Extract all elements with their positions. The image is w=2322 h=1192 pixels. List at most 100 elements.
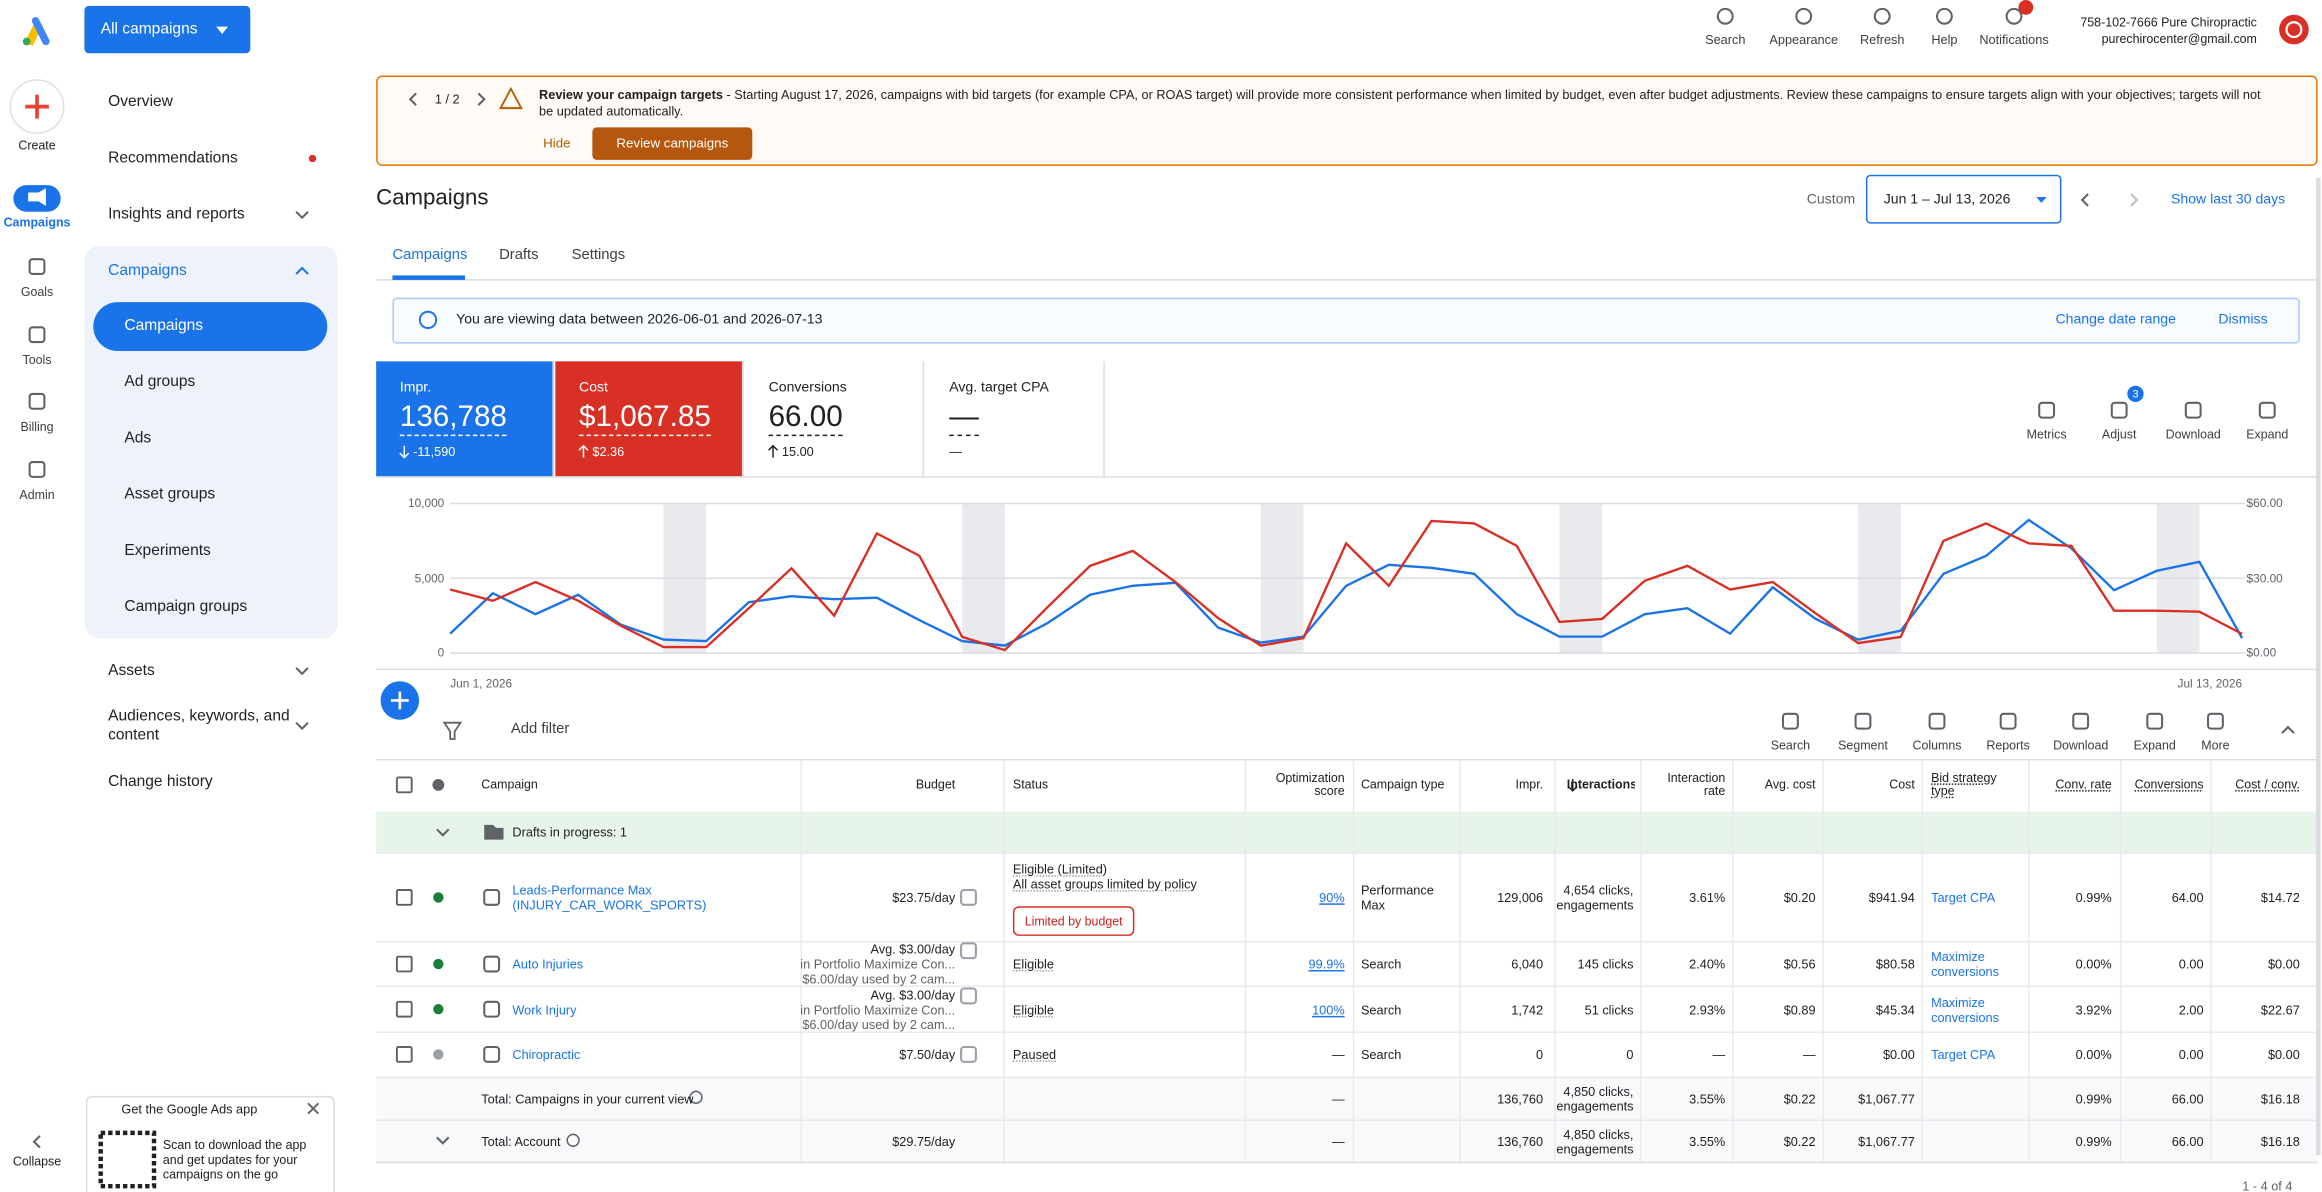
column-header[interactable]: Cost xyxy=(1889,776,1915,792)
metric-tool[interactable]: Metrics xyxy=(2026,426,2067,442)
column-header[interactable]: Bid strategy type xyxy=(1931,770,1997,799)
drafts-label[interactable]: Drafts in progress: 1 xyxy=(512,824,627,840)
metric-value: — xyxy=(949,399,979,437)
header-action[interactable]: Appearance xyxy=(1769,32,1839,48)
delta-arrow xyxy=(399,445,410,459)
rail-collapse[interactable]: Collapse xyxy=(12,1153,62,1169)
table-cell: $16.18 xyxy=(2260,1090,2300,1106)
header-action[interactable]: Notifications xyxy=(1979,32,2049,48)
column-header[interactable]: Conversions xyxy=(2134,776,2204,792)
column-header[interactable]: Avg. cost xyxy=(1764,776,1816,792)
nav-sub-item[interactable]: Ads xyxy=(124,429,152,447)
table-cell: 3.92% xyxy=(2075,1001,2112,1017)
checkbox xyxy=(395,1046,413,1063)
column-header[interactable]: Status xyxy=(1012,776,1049,792)
nav-sub-item[interactable]: Ad groups xyxy=(124,372,196,391)
nav-item[interactable]: Insights and reports xyxy=(108,205,245,224)
table-cell: 3.55% xyxy=(1689,1090,1726,1106)
date-picker[interactable] xyxy=(1865,174,2062,224)
rail-item[interactable]: Campaigns xyxy=(3,214,71,230)
header-action[interactable]: Refresh xyxy=(1859,32,1905,48)
metric-tool[interactable]: Expand xyxy=(2246,426,2289,442)
toolbar-action[interactable]: More xyxy=(2201,737,2230,753)
tab[interactable]: Campaigns xyxy=(392,247,468,264)
nav-sub-item[interactable]: Asset groups xyxy=(124,485,216,504)
recommendation-dot xyxy=(308,154,317,163)
table-cell: 2.00 xyxy=(2178,1001,2204,1017)
table-cell[interactable]: Chiropractic xyxy=(512,1046,581,1062)
nav-item[interactable]: Recommendations xyxy=(108,149,238,167)
header-action[interactable]: Search xyxy=(1705,32,1746,48)
metric-card[interactable] xyxy=(555,361,744,477)
header-icon xyxy=(1935,7,1953,25)
metric-delta: — xyxy=(949,444,962,459)
info-dismiss[interactable]: Dismiss xyxy=(2218,311,2268,328)
nav-sub-item[interactable]: Campaigns xyxy=(124,316,204,335)
metric-card[interactable] xyxy=(376,361,554,477)
add-filter[interactable]: Add filter xyxy=(510,721,570,738)
column-header[interactable]: Impr. xyxy=(1515,776,1544,792)
info-change[interactable]: Change date range xyxy=(2055,311,2176,328)
table-cell[interactable]: Leads-Performance Max (INJURY_CAR_WORK_S… xyxy=(512,882,707,913)
header-action[interactable]: Help xyxy=(1931,32,1958,48)
account-selector-label[interactable]: All campaigns xyxy=(100,20,198,39)
column-header[interactable]: Conv. rate xyxy=(2055,776,2112,792)
column-header[interactable]: Campaign xyxy=(481,776,538,792)
table-cell: 51 clicks xyxy=(1584,1001,1634,1017)
nav-item[interactable]: Change history xyxy=(108,772,213,791)
metric-tool[interactable]: Download xyxy=(2165,426,2221,442)
column-header[interactable]: Optimization score xyxy=(1275,770,1345,799)
nav-sub-item[interactable]: Experiments xyxy=(124,541,211,560)
table-cell: 0.00 xyxy=(2178,1046,2204,1062)
toolbar-action[interactable]: Download xyxy=(2053,737,2109,753)
banner-cta-label[interactable]: Review campaigns xyxy=(616,135,729,151)
metric-card[interactable] xyxy=(925,361,1105,477)
date-range[interactable]: Jun 1 – Jul 13, 2026 xyxy=(1883,191,2011,208)
nav-item[interactable]: Overview xyxy=(108,92,173,111)
table-cell: $941.94 xyxy=(1868,890,1915,905)
rail-item[interactable]: Tools xyxy=(22,352,52,368)
icon xyxy=(2258,401,2276,419)
tab[interactable]: Settings xyxy=(571,247,626,264)
column-header[interactable]: Campaign type xyxy=(1360,776,1445,792)
toolbar-action[interactable]: Segment xyxy=(1838,737,1888,753)
table-cell: 0 xyxy=(1536,1046,1544,1062)
table-cell[interactable]: Work Injury xyxy=(512,1001,577,1017)
metric-tool[interactable]: Adjust xyxy=(2101,426,2137,442)
rail-item[interactable]: Admin xyxy=(19,487,55,502)
status-dot xyxy=(433,1049,444,1060)
banner-message: Review your campaign targets - Starting … xyxy=(539,87,2272,120)
dropdown-arrow xyxy=(216,26,229,35)
toolbar-action[interactable]: Reports xyxy=(1986,737,2030,753)
nav-group-title[interactable]: Campaigns xyxy=(108,261,187,280)
table-cell: Avg. $3.00/day xyxy=(870,987,956,1002)
table-cell[interactable]: Auto Injuries xyxy=(512,956,584,972)
rail-label[interactable]: Create xyxy=(18,137,56,153)
toolbar-action[interactable]: Columns xyxy=(1912,737,1962,753)
nav-item[interactable]: Assets xyxy=(108,661,155,680)
column-header[interactable]: Cost / conv. xyxy=(2235,776,2300,792)
status-dot xyxy=(433,1004,444,1015)
banner-cta[interactable] xyxy=(592,127,753,160)
banner-hide[interactable]: Hide xyxy=(543,135,571,151)
rail-item[interactable]: Billing xyxy=(20,419,54,434)
y-tick-label: 0 xyxy=(437,645,445,660)
toolbar-action[interactable]: Expand xyxy=(2133,737,2176,753)
column-header[interactable]: Interaction rate xyxy=(1667,770,1726,799)
toolbar-action[interactable]: Search xyxy=(1770,737,1811,753)
table-cell: $0.89 xyxy=(1783,1001,1816,1017)
show-last[interactable]: Show last 30 days xyxy=(2170,191,2286,208)
metric-card[interactable] xyxy=(744,361,925,477)
column-header[interactable]: Budget xyxy=(915,776,956,792)
icon xyxy=(1999,712,2017,730)
table-cell: 129,006 xyxy=(1497,890,1544,905)
status-chip-label: Limited by budget xyxy=(1024,913,1123,929)
nav-item[interactable]: Audiences, keywords, and content xyxy=(108,706,290,744)
column-header[interactable]: Interactions xyxy=(1566,778,1635,792)
nav-sub-item[interactable]: Campaign groups xyxy=(124,597,248,616)
rail-item[interactable]: Goals xyxy=(20,284,54,300)
chevron-icon xyxy=(295,266,309,275)
table-cell: $45.34 xyxy=(1875,1001,1915,1017)
tab[interactable]: Drafts xyxy=(499,247,539,264)
series-line xyxy=(449,519,2243,652)
